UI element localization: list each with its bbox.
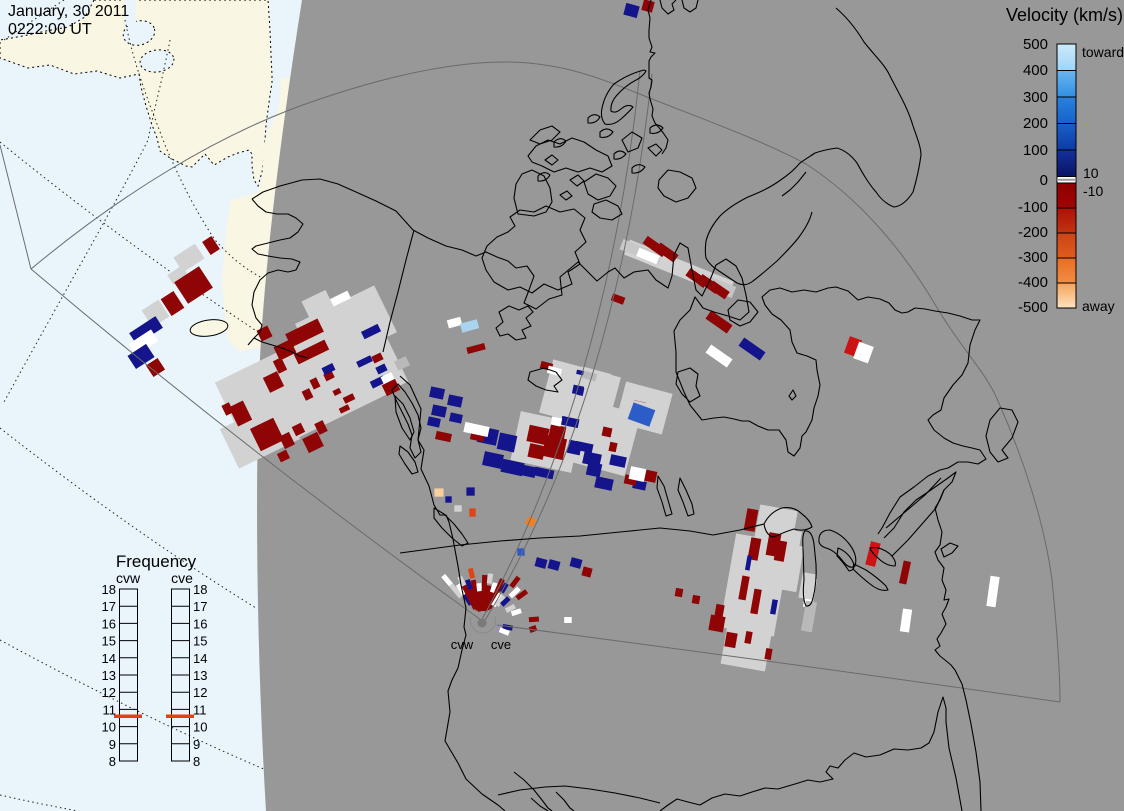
svg-text:cvw: cvw	[116, 570, 141, 586]
svg-text:10: 10	[102, 720, 116, 735]
svg-text:18: 18	[102, 582, 116, 597]
svg-text:-10: -10	[1083, 183, 1103, 199]
svg-text:-200: -200	[1018, 224, 1048, 241]
svg-text:13: 13	[193, 668, 207, 683]
svg-text:100: 100	[1023, 142, 1048, 159]
svg-text:toward: toward	[1082, 44, 1124, 60]
svg-text:16: 16	[102, 616, 116, 631]
svg-text:18: 18	[193, 582, 207, 597]
svg-text:9: 9	[109, 737, 116, 752]
svg-text:-500: -500	[1018, 299, 1048, 316]
svg-text:11: 11	[103, 702, 117, 717]
svg-text:11: 11	[193, 702, 207, 717]
svg-text:16: 16	[193, 616, 207, 631]
svg-text:300: 300	[1023, 89, 1048, 106]
svg-text:12: 12	[193, 685, 207, 700]
svg-text:8: 8	[109, 754, 116, 769]
svg-text:500: 500	[1023, 36, 1048, 53]
svg-text:15: 15	[193, 634, 207, 649]
svg-text:12: 12	[102, 685, 116, 700]
svg-text:8: 8	[193, 754, 200, 769]
svg-text:Frequency: Frequency	[116, 552, 197, 571]
svg-text:Velocity (km/s): Velocity (km/s)	[1006, 5, 1123, 25]
svg-text:17: 17	[193, 599, 207, 614]
svg-text:cve: cve	[491, 637, 511, 652]
svg-text:cvw: cvw	[451, 637, 474, 652]
svg-text:10: 10	[193, 720, 207, 735]
svg-text:-400: -400	[1018, 274, 1048, 291]
svg-text:9: 9	[193, 737, 200, 752]
svg-text:away: away	[1082, 298, 1115, 314]
svg-text:January, 30 2011: January, 30 2011	[8, 3, 129, 20]
svg-text:400: 400	[1023, 62, 1048, 79]
svg-text:cve: cve	[171, 570, 193, 586]
svg-text:14: 14	[193, 651, 207, 666]
svg-text:200: 200	[1023, 115, 1048, 132]
svg-text:0: 0	[1040, 172, 1048, 189]
svg-text:-300: -300	[1018, 249, 1048, 266]
svg-text:14: 14	[102, 651, 116, 666]
svg-text:-100: -100	[1018, 199, 1048, 216]
svg-text:17: 17	[102, 599, 116, 614]
svg-text:13: 13	[102, 668, 116, 683]
svg-text:0222:00 UT: 0222:00 UT	[8, 21, 92, 38]
svg-text:10: 10	[1083, 165, 1099, 181]
svg-text:15: 15	[102, 634, 116, 649]
